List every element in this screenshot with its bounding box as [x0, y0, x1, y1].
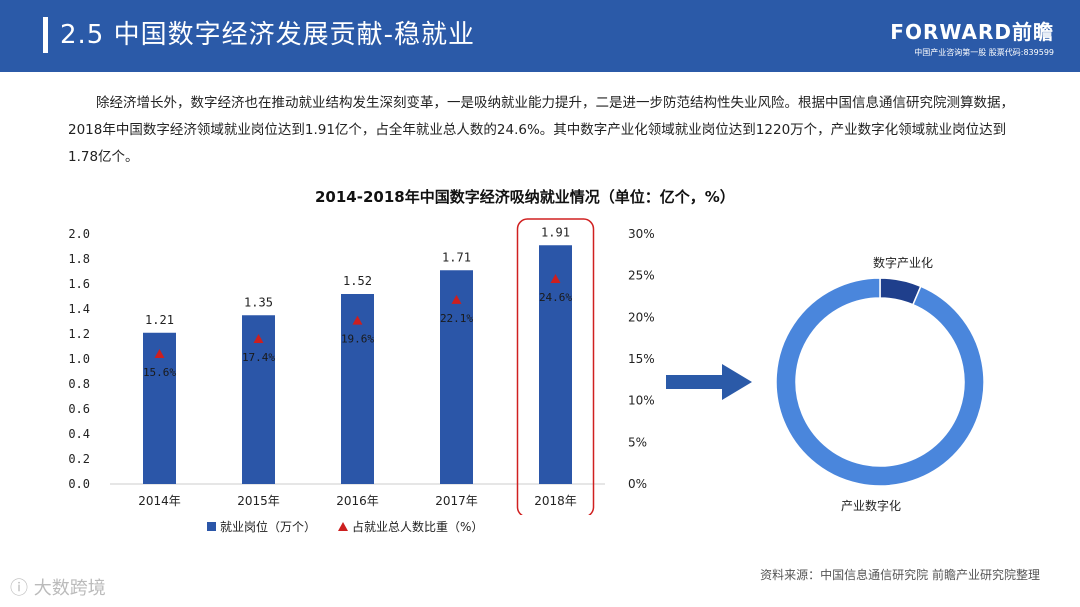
ratio-marker — [154, 349, 165, 358]
left-axis-tick-label: 0.2 — [68, 452, 90, 466]
ratio-value-label: 22.1% — [440, 312, 473, 325]
bar — [539, 245, 572, 484]
bar — [242, 315, 275, 484]
header-bar: 2.5 中国数字经济发展贡献-稳就业 FORWARD前瞻 中国产业咨询第一股 股… — [0, 0, 1080, 72]
page-title: 2.5 中国数字经济发展贡献-稳就业 — [60, 20, 475, 50]
right-arrow-icon — [666, 364, 752, 400]
bar — [440, 270, 473, 484]
left-axis-tick-label: 1.4 — [68, 302, 90, 316]
right-axis-tick-label: 30% — [628, 227, 655, 241]
ratio-marker — [550, 274, 561, 283]
right-axis-tick-label: 15% — [628, 352, 655, 366]
bar — [341, 294, 374, 484]
chart-title: 2014-2018年中国数字经济吸纳就业情况（单位：亿个，%） — [315, 188, 735, 206]
ratio-marker — [352, 315, 363, 325]
employment-split-donut — [775, 277, 985, 487]
x-axis-category-label: 2017年 — [435, 494, 478, 508]
left-axis-tick-label: 1.6 — [68, 277, 90, 291]
right-axis-tick-label: 10% — [628, 394, 655, 408]
bar-value-label: 1.52 — [343, 274, 372, 288]
right-axis-tick-label: 20% — [628, 310, 655, 324]
brand-logo: FORWARD前瞻 中国产业咨询第一股 股票代码:839599 — [890, 16, 1054, 58]
x-axis-category-label: 2015年 — [237, 494, 280, 508]
chart-legend: 就业岗位（万个） 占就业总人数比重（%） — [207, 518, 483, 535]
left-axis-tick-label: 0.0 — [68, 477, 90, 491]
legend-marker-label: 占就业总人数比重（%） — [352, 520, 484, 534]
ratio-value-label: 17.4% — [242, 351, 275, 364]
ratio-marker — [451, 294, 462, 304]
left-axis-tick-label: 0.8 — [68, 377, 90, 391]
highlight-frame-2018 — [516, 218, 595, 515]
donut-label-industrial-digitization: 产业数字化 — [841, 499, 902, 513]
ratio-value-label: 24.6% — [539, 291, 572, 304]
left-axis-tick-label: 1.2 — [68, 327, 90, 341]
header-accent-bar — [43, 17, 48, 53]
left-axis-tick-label: 0.4 — [68, 427, 90, 441]
right-axis-tick-label: 25% — [628, 269, 655, 283]
legend-bar-label: 就业岗位（万个） — [220, 520, 317, 534]
bar-value-label: 1.71 — [442, 250, 471, 264]
bar-value-label: 1.35 — [244, 295, 273, 309]
legend-marker-swatch — [338, 522, 349, 531]
legend-bar-swatch — [207, 522, 216, 531]
x-axis-category-label: 2014年 — [138, 494, 181, 508]
right-axis-tick-label: 0% — [628, 477, 647, 491]
left-axis-tick-label: 0.6 — [68, 402, 90, 416]
left-axis-tick-label: 2.0 — [68, 227, 90, 241]
ratio-value-label: 19.6% — [341, 333, 374, 346]
left-axis-tick-label: 1.0 — [68, 352, 90, 366]
source-note: 资料来源：中国信息通信研究院 前瞻产业研究院整理 — [760, 568, 1040, 582]
donut-slice — [775, 277, 985, 487]
employment-chart: 0.0 0.2 0.4 0.6 0.8 1.0 1.2 1.4 1.6 1.8 2.0 0% 5% 10%… — [68, 218, 655, 515]
ratio-marker — [253, 334, 264, 343]
watermark-logo: ⓘ 大数跨境 — [10, 574, 106, 600]
donut-label-digital-industrialization: 数字产业化 — [873, 256, 934, 270]
x-axis-category-label: 2018年 — [534, 494, 577, 508]
intro-paragraph: 除经济增长外，数字经济也在推动就业结构发生深刻变革，一是吸纳就业能力提升，二是进… — [68, 95, 1014, 165]
brand-name: FORWARD前瞻 — [890, 20, 1054, 44]
left-axis-tick-label: 1.8 — [68, 252, 90, 266]
x-axis-category-label: 2016年 — [336, 494, 379, 508]
brand-subtitle: 中国产业咨询第一股 股票代码:839599 — [914, 48, 1054, 57]
watermark-logo-icon: ⓘ — [10, 578, 28, 599]
ratio-value-label: 15.6% — [143, 366, 176, 379]
bar-value-label: 1.21 — [145, 313, 174, 327]
bar-value-label: 1.91 — [541, 225, 570, 239]
right-axis-tick-label: 5% — [628, 435, 647, 449]
watermark-logo-text: 大数跨境 — [33, 578, 106, 599]
